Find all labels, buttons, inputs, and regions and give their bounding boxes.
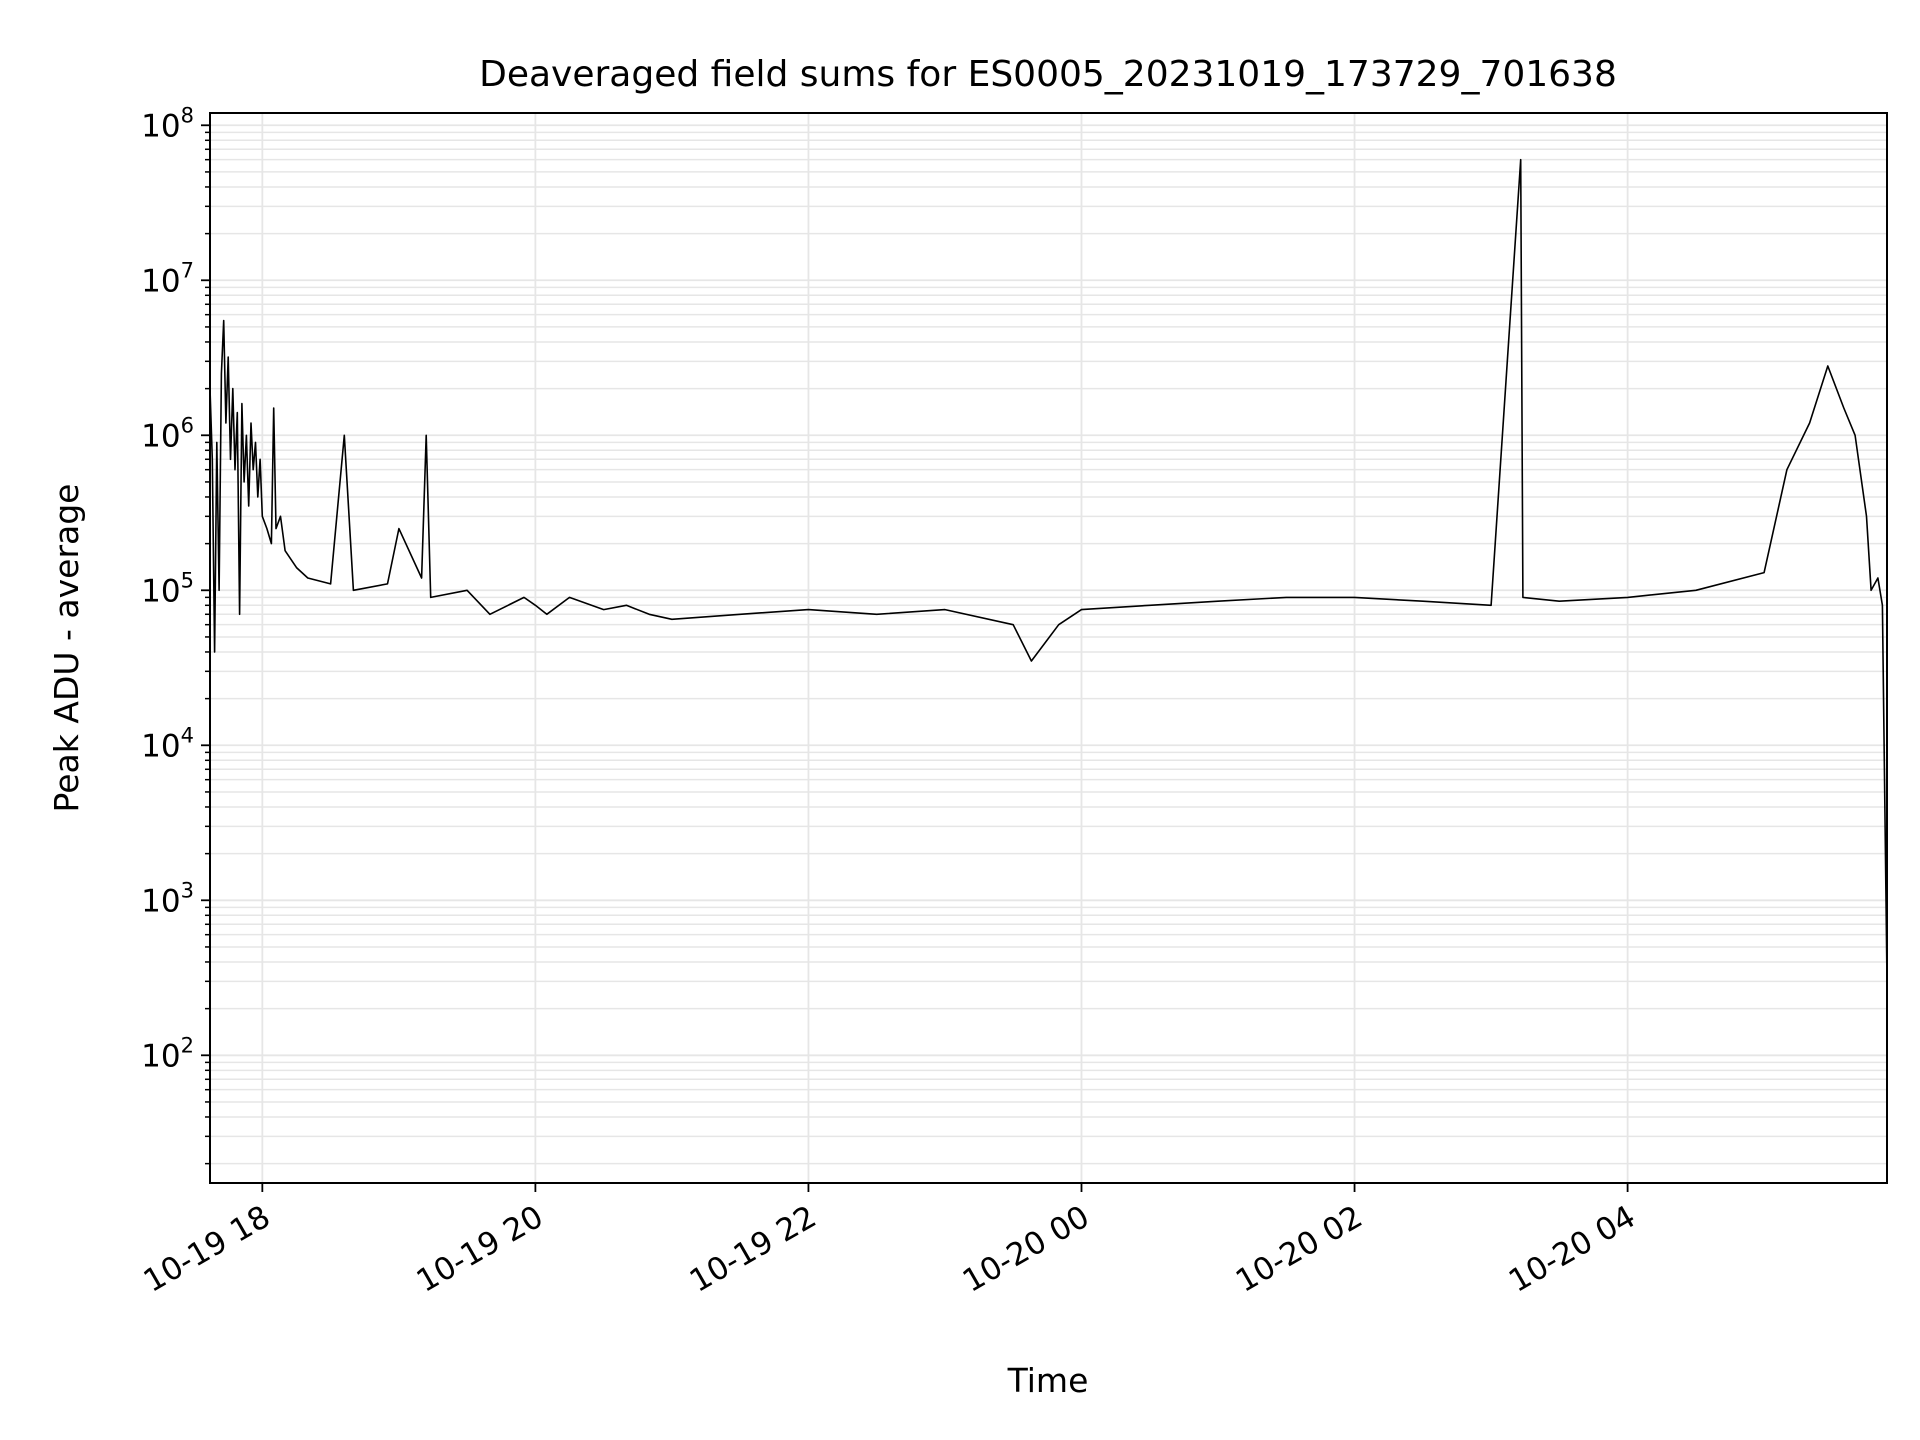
y-tick-label: 105 [141,568,194,609]
y-tick-label: 102 [141,1033,194,1074]
y-tick-label: 106 [141,413,194,454]
y-tick-label: 104 [141,723,194,764]
x-axis-label: Time [1007,1361,1089,1400]
y-axis-label: Peak ADU - average [47,484,86,813]
y-tick-label: 107 [141,258,194,299]
plot-frame [209,112,1888,1184]
series-line [209,158,1888,982]
plot-area [209,158,1888,982]
minor-gridlines [210,131,1887,1165]
chart-title: Deaveraged field sums for ES0005_2023101… [479,54,1617,95]
major-gridlines [210,113,1887,1183]
y-tick-label: 108 [141,103,194,144]
y-axis: 102 103 104 105 106 107 108 [141,103,210,1165]
y-tick-label: 103 [141,878,194,919]
